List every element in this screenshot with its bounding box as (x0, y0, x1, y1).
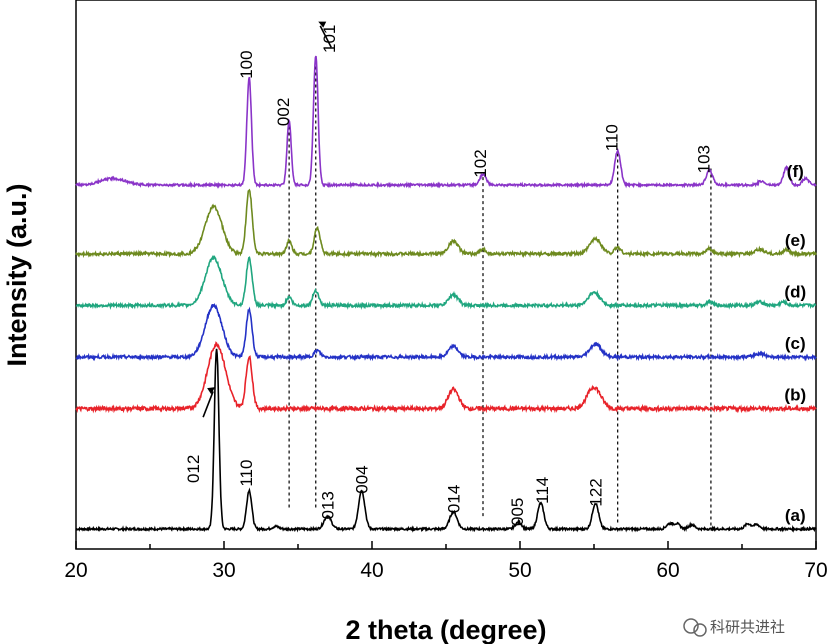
peak-label-f-5: 103 (694, 145, 713, 173)
series-label-5: (f) (787, 162, 804, 181)
peak-label-a-4: 014 (444, 485, 463, 513)
ticks-layer: 20 30 40 50 60 70 (64, 541, 828, 582)
reference-lines (288, 64, 712, 526)
peak-label-a-2: 013 (319, 491, 338, 519)
wechat-icon-secondary (693, 623, 707, 637)
series-label-0: (a) (785, 506, 806, 525)
series-line-0 (75, 348, 817, 533)
x-tick-label-1: 30 (212, 559, 235, 582)
series-line-1 (75, 341, 817, 414)
series-label-3: (d) (784, 282, 806, 301)
series-label-4: (e) (785, 231, 806, 250)
wechat-icon (683, 618, 699, 634)
peak-label-a-3: 004 (353, 465, 372, 493)
x-tick-label-5: 70 (804, 559, 827, 582)
peak-label-a-5: 005 (508, 498, 527, 526)
peak-label-a-1: 110 (237, 460, 256, 487)
x-tick-label-0: 20 (64, 559, 87, 582)
peak-label-f-2: 101 (320, 25, 339, 53)
x-tick-label-3: 50 (508, 559, 531, 582)
peak-label-a-6: 114 (533, 477, 552, 504)
peak-label-f-0: 100 (237, 50, 256, 78)
watermark: 科研共进社 (683, 618, 785, 637)
peak-label-a-0: 012 (184, 455, 203, 483)
series-line-4 (75, 188, 817, 259)
series-line-5 (75, 55, 817, 189)
peak-label-a-7: 122 (586, 478, 605, 506)
peak-label-f-4: 110 (603, 124, 622, 151)
x-axis-title: 2 theta (degree) (345, 615, 546, 644)
series-label-2: (c) (785, 334, 806, 353)
series-line-2 (75, 302, 817, 362)
x-tick-label-4: 60 (656, 559, 679, 582)
y-axis-title: Intensity (a.u.) (2, 183, 32, 366)
series-layer: (a) (b) (c) (d) (e) (f) (75, 55, 817, 533)
peak-label-f-3: 102 (471, 149, 490, 177)
labels-layer: 012 110 013 004 014 005 114 122 100 002 101 102 110 1… (184, 21, 713, 526)
watermark-text: 科研共进社 (710, 618, 785, 636)
series-label-1: (b) (784, 386, 806, 405)
x-tick-label-2: 40 (360, 559, 383, 582)
peak-arrow-1 (318, 21, 332, 48)
series-line-3 (75, 254, 817, 311)
peak-arrow-0 (202, 387, 216, 418)
peak-label-f-1: 002 (274, 98, 293, 126)
